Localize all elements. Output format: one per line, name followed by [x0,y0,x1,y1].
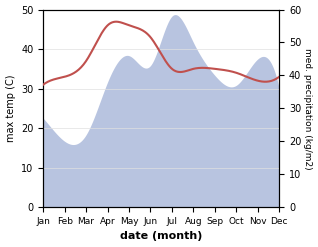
Y-axis label: med. precipitation (kg/m2): med. precipitation (kg/m2) [303,48,313,169]
X-axis label: date (month): date (month) [120,231,203,242]
Y-axis label: max temp (C): max temp (C) [5,75,16,142]
